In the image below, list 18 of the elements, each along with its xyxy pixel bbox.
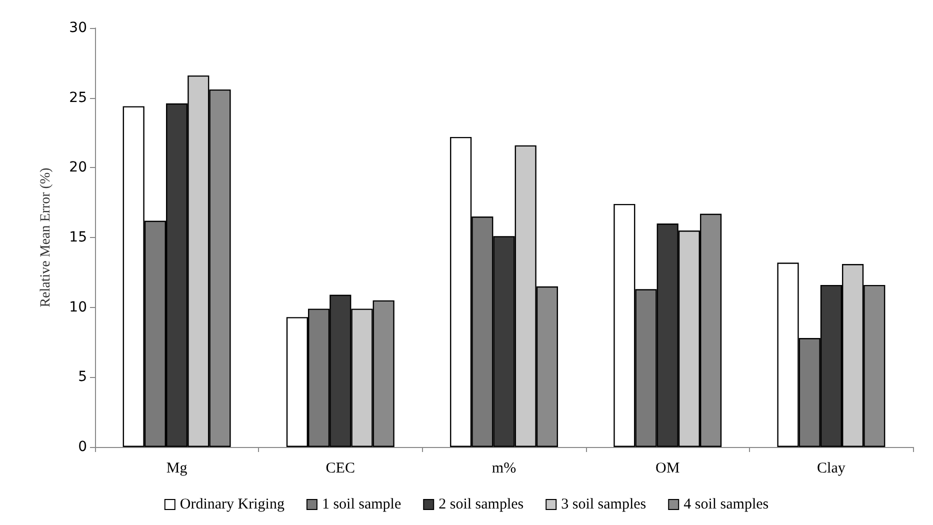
x-tick-label: OM <box>656 460 680 476</box>
legend-label: 1 soil sample <box>322 496 402 512</box>
y-tick-label: 5 <box>78 369 87 386</box>
legend-label: 2 soil samples <box>438 496 524 512</box>
y-tick-label: 0 <box>78 439 87 455</box>
x-tick-label: Mg <box>166 460 188 476</box>
y-tick-label: 10 <box>69 299 87 316</box>
legend-label: 4 soil samples <box>684 496 769 512</box>
x-tick-label: Clay <box>817 460 846 476</box>
y-axis-title: Relative Mean Error (%) <box>38 167 54 308</box>
x-tick-label: m% <box>492 460 516 476</box>
y-tick-label: 15 <box>69 230 87 246</box>
y-tick-label: 30 <box>69 20 87 36</box>
legend-label: Ordinary Kriging <box>180 496 285 512</box>
legend-label: 3 soil samples <box>561 496 646 512</box>
x-tick-label: CEC <box>326 460 355 476</box>
y-tick-label: 25 <box>69 90 87 106</box>
y-tick-label: 20 <box>69 160 87 176</box>
